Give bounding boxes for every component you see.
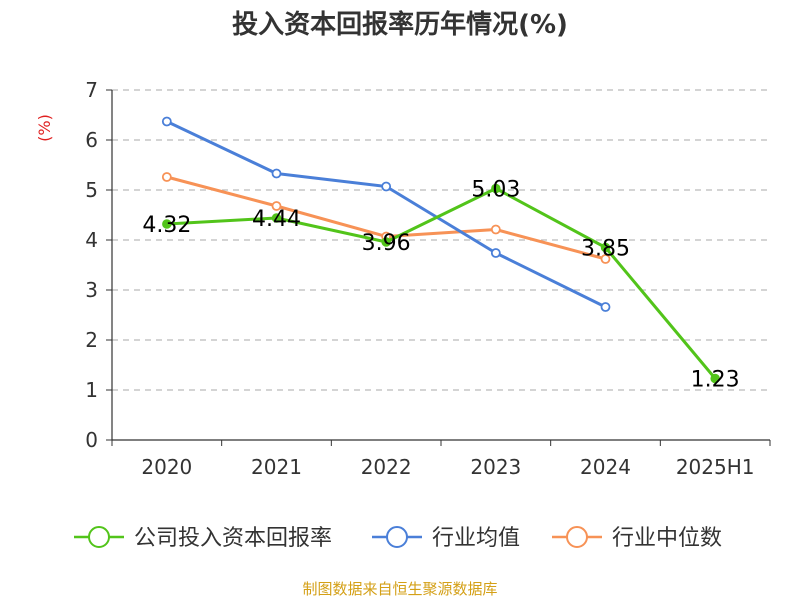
legend-label: 行业均值 bbox=[432, 526, 520, 551]
series-point bbox=[600, 302, 611, 312]
y-tick-label: 4 bbox=[85, 228, 98, 252]
x-tick-label: 2020 bbox=[141, 455, 192, 479]
y-tick-label: 0 bbox=[85, 428, 98, 452]
legend-item: 行业均值 bbox=[372, 526, 520, 551]
series-line bbox=[166, 120, 607, 309]
legend-marker bbox=[566, 526, 588, 548]
x-tick-label: 2025H1 bbox=[676, 455, 755, 479]
data-labels: 4.32 4.44 3.96 5.03 3.85 1.23 bbox=[142, 178, 739, 393]
x-tick-label: 2021 bbox=[251, 455, 302, 479]
series-point bbox=[490, 248, 501, 258]
y-tick-label: 5 bbox=[85, 178, 98, 202]
x-tick-labels: 2020 2021 2022 2023 2024 2025H1 bbox=[141, 455, 754, 479]
y-tick-label: 7 bbox=[85, 78, 98, 102]
x-tick-label: 2024 bbox=[580, 455, 631, 479]
legend-label: 公司投入资本回报率 bbox=[134, 526, 332, 551]
series-point bbox=[710, 373, 720, 384]
series-point bbox=[600, 254, 611, 264]
y-axis-label: (%) bbox=[35, 114, 54, 142]
legend: 公司投入资本回报率 行业均值 行业中位数 bbox=[74, 526, 722, 551]
legend-label: 行业中位数 bbox=[612, 526, 722, 551]
legend-item: 公司投入资本回报率 bbox=[74, 526, 332, 551]
data-label: 4.32 bbox=[142, 213, 191, 238]
series-point bbox=[491, 183, 501, 194]
grid-lines bbox=[112, 89, 770, 391]
y-tick-labels: 0 1 2 3 4 5 6 7 bbox=[85, 78, 98, 452]
series-line bbox=[166, 187, 717, 380]
legend-item: 行业中位数 bbox=[552, 526, 722, 551]
axes bbox=[106, 89, 771, 446]
series-point bbox=[161, 172, 172, 182]
series-point bbox=[271, 168, 282, 179]
series-point bbox=[381, 237, 391, 247]
data-label: 4.44 bbox=[252, 207, 301, 232]
y-tick-label: 1 bbox=[85, 378, 98, 402]
y-tick-label: 3 bbox=[85, 278, 98, 302]
data-label: 5.03 bbox=[471, 178, 520, 203]
data-label: 3.96 bbox=[362, 231, 411, 256]
y-tick-label: 6 bbox=[85, 128, 98, 152]
legend-marker bbox=[386, 526, 408, 548]
series-point bbox=[161, 116, 172, 127]
series-point bbox=[600, 242, 611, 253]
series-point bbox=[490, 224, 501, 235]
legend-marker bbox=[88, 526, 110, 548]
series-point bbox=[162, 219, 172, 229]
y-tick-label: 2 bbox=[85, 328, 98, 352]
x-tick-label: 2023 bbox=[470, 455, 521, 479]
data-label: 3.85 bbox=[581, 237, 630, 262]
series-group bbox=[161, 116, 720, 384]
x-tick-label: 2022 bbox=[361, 455, 412, 479]
data-label: 1.23 bbox=[691, 368, 740, 393]
series-point bbox=[271, 201, 282, 211]
source-note: 制图数据来自恒生聚源数据库 bbox=[302, 580, 498, 598]
chart-title: 投入资本回报率历年情况(%) bbox=[232, 10, 568, 40]
series-point bbox=[271, 213, 282, 223]
series-point bbox=[381, 181, 392, 192]
